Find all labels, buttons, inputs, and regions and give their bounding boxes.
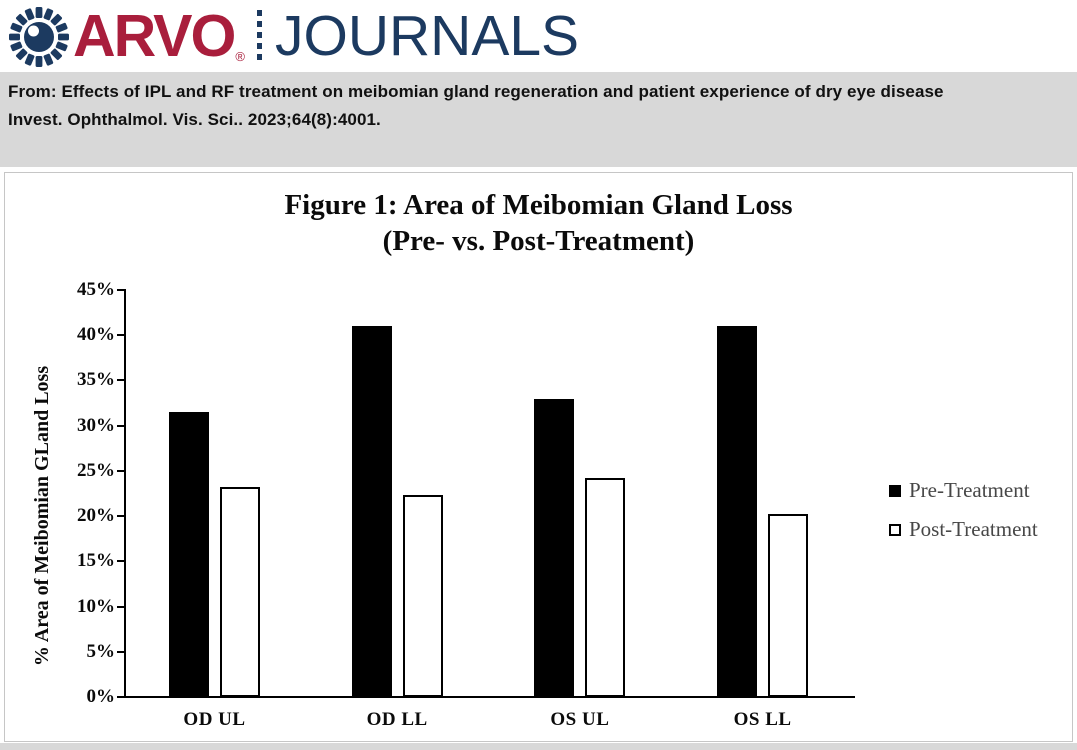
bar-group-os-ul xyxy=(534,290,626,697)
x-axis-line xyxy=(124,696,855,698)
y-tick-mark xyxy=(117,696,124,698)
post-treatment-bar-od-ll xyxy=(402,495,443,697)
arvo-journals-logo[interactable]: ARVO ® JOURNALS xyxy=(0,0,579,72)
bar-group-od-ul xyxy=(169,290,260,697)
citation-band: From: Effects of IPL and RF treatment on… xyxy=(0,72,1077,167)
bar-group-os-ll xyxy=(717,290,809,697)
bottom-strip xyxy=(0,743,1077,750)
legend-item-pre-treatment: Pre-Treatment xyxy=(889,471,1038,510)
y-tick-label: 30% xyxy=(77,414,115,436)
chart-legend: Pre-Treatment Post-Treatment xyxy=(889,471,1038,549)
figure-title: Figure 1: Area of Meibomian Gland Loss xyxy=(284,189,793,221)
y-tick-mark xyxy=(117,560,124,563)
citation-source: Invest. Ophthalmol. Vis. Sci.. 2023;64(8… xyxy=(8,110,381,129)
x-axis-label: OS UL xyxy=(550,709,610,730)
y-tick-label: 10% xyxy=(77,595,115,617)
figure-panel: Figure 1: Area of Meibomian Gland Loss (… xyxy=(4,172,1073,742)
y-tick-label: 15% xyxy=(77,550,115,572)
citation-title: From: Effects of IPL and RF treatment on… xyxy=(8,82,944,101)
y-tick-mark xyxy=(117,515,124,518)
pre-treatment-bar-od-ul xyxy=(169,412,209,697)
y-tick-label: 20% xyxy=(77,505,115,527)
y-tick-mark xyxy=(117,469,124,472)
legend-label: Pre-Treatment xyxy=(909,478,1030,502)
legend-swatch-icon xyxy=(889,523,901,536)
post-treatment-bar-os-ul xyxy=(585,478,626,697)
y-axis-line xyxy=(124,289,126,698)
bar-group-od-ll xyxy=(351,290,443,697)
plot-area xyxy=(125,290,854,697)
legend-item-post-treatment: Post-Treatment xyxy=(889,510,1038,549)
y-tick-label: 45% xyxy=(77,279,115,300)
pre-treatment-bar-os-ll xyxy=(717,326,758,697)
pre-treatment-bar-od-ll xyxy=(351,326,392,697)
y-tick-label: 25% xyxy=(77,459,115,481)
y-tick-mark xyxy=(117,379,124,382)
y-tick-label: 0% xyxy=(86,686,116,707)
y-tick-mark xyxy=(117,424,124,427)
post-treatment-bar-od-ul xyxy=(220,487,260,697)
x-axis-label: OS LL xyxy=(733,709,792,730)
journals-wordmark: JOURNALS xyxy=(275,3,580,68)
y-tick-label: 40% xyxy=(77,324,115,346)
post-treatment-bar-os-ll xyxy=(768,514,809,697)
y-tick-mark xyxy=(117,334,124,337)
x-axis-label: OD LL xyxy=(366,709,428,730)
arvo-eye-icon xyxy=(9,7,69,67)
y-tick-mark xyxy=(117,605,124,608)
y-tick-label: 35% xyxy=(77,369,115,391)
y-tick-mark xyxy=(117,289,124,291)
dotted-divider xyxy=(257,10,262,62)
arvo-wordmark: ARVO xyxy=(73,2,236,69)
eye-highlight xyxy=(28,25,39,37)
y-tick-label: 5% xyxy=(86,640,116,662)
site-header: ARVO ® JOURNALS xyxy=(0,0,1077,72)
figure-subtitle: (Pre- vs. Post-Treatment) xyxy=(382,225,695,257)
pre-treatment-bar-os-ul xyxy=(534,398,575,697)
x-axis-label: OD UL xyxy=(183,709,246,730)
y-tick-mark xyxy=(117,650,124,653)
legend-label: Post-Treatment xyxy=(909,517,1038,541)
legend-swatch-icon xyxy=(889,484,901,497)
registered-mark: ® xyxy=(235,49,245,64)
